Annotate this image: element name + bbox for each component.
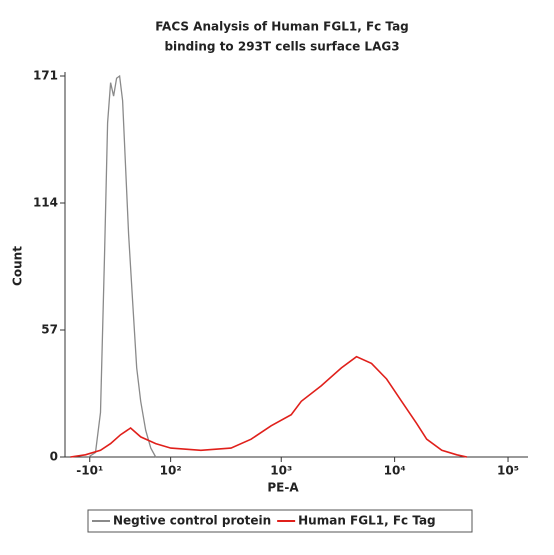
chart-title: FACS Analysis of Human FGL1, Fc Tag bbox=[155, 20, 409, 34]
y-axis-label: Count bbox=[11, 246, 25, 286]
x-tick-label: -10¹ bbox=[76, 464, 103, 478]
legend-label: Human FGL1, Fc Tag bbox=[298, 514, 436, 528]
x-tick-label: 10⁴ bbox=[384, 464, 406, 478]
x-tick-label: 10⁵ bbox=[497, 464, 519, 478]
x-tick-label: 10³ bbox=[270, 464, 292, 478]
chart-subtitle: binding to 293T cells surface LAG3 bbox=[164, 40, 399, 54]
legend-box bbox=[87, 509, 473, 533]
y-tick-label: 0 bbox=[50, 450, 58, 464]
legend-label: Negtive control protein bbox=[113, 514, 271, 528]
series-line bbox=[70, 355, 468, 458]
y-tick-label: 57 bbox=[41, 323, 58, 337]
y-tick-label: 171 bbox=[33, 69, 58, 83]
x-axis-label: PE-A bbox=[267, 481, 299, 495]
y-tick-label: 114 bbox=[33, 196, 58, 210]
series-line bbox=[88, 74, 157, 458]
x-tick-label: 10² bbox=[160, 464, 182, 478]
